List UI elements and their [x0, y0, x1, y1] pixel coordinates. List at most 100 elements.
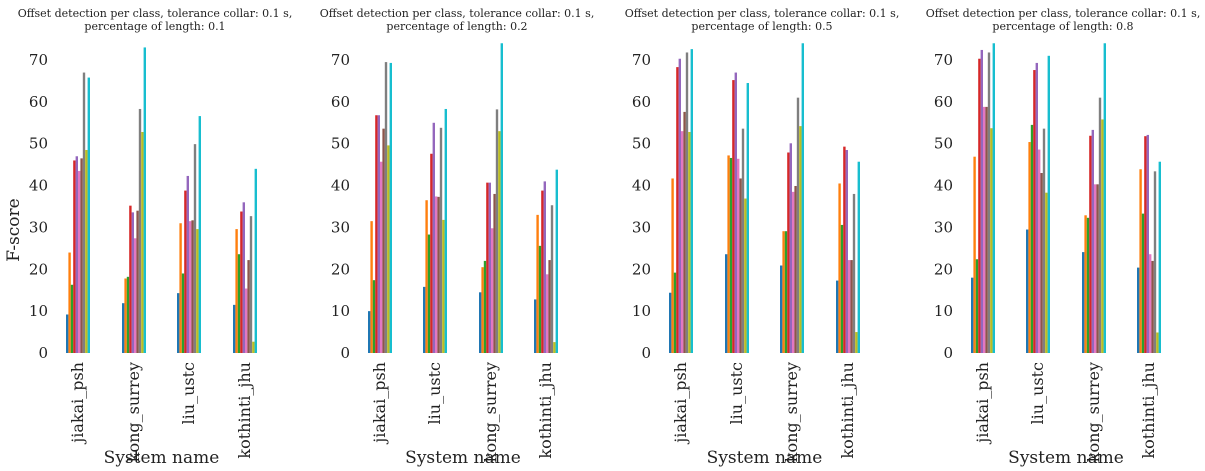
- bar: [782, 231, 785, 353]
- bar: [491, 228, 494, 353]
- bar: [73, 160, 76, 353]
- y-tick-label: 20: [632, 260, 651, 278]
- bar: [1033, 70, 1036, 354]
- bar: [1084, 215, 1087, 353]
- y-tick-label: 40: [29, 177, 48, 195]
- y-tick-label: 20: [331, 260, 350, 278]
- y-tick-label: 30: [331, 218, 350, 236]
- bar: [857, 161, 860, 353]
- bar: [432, 122, 435, 353]
- bar: [983, 106, 986, 353]
- y-tick-label: 0: [38, 344, 48, 362]
- x-axis-label: System name: [1008, 448, 1124, 468]
- bar: [423, 286, 426, 353]
- bar: [75, 156, 78, 353]
- bar: [375, 115, 378, 353]
- bar: [425, 200, 428, 353]
- bar: [233, 304, 236, 353]
- bar: [1153, 171, 1157, 353]
- bar: [1096, 184, 1099, 353]
- bar: [138, 108, 142, 353]
- chart-title-line: percentage of length: 0.5: [691, 20, 832, 33]
- category-label: liu_ustc: [425, 362, 444, 424]
- chart-title-line: Offset detection per class, tolerance co…: [320, 7, 595, 20]
- bar: [134, 238, 137, 353]
- bar: [427, 234, 431, 353]
- bar: [543, 181, 546, 353]
- y-tick-label: 50: [632, 135, 651, 153]
- bar: [978, 58, 981, 354]
- y-tick-label: 10: [331, 302, 350, 320]
- bar: [498, 131, 501, 353]
- bar: [1026, 229, 1029, 353]
- bar: [848, 260, 851, 353]
- y-tick-label: 60: [632, 93, 651, 111]
- bar: [124, 278, 127, 353]
- bar: [843, 146, 846, 353]
- chart-title-line: Offset detection per class, tolerance co…: [926, 7, 1201, 20]
- bar: [193, 144, 197, 353]
- bar: [741, 128, 745, 353]
- chart-panel-1: Offset detection per class, tolerance co…: [4, 7, 292, 468]
- chart-title-line: percentage of length: 0.1: [84, 20, 225, 33]
- bar: [143, 47, 146, 353]
- bar: [444, 108, 447, 353]
- category-label: liu_ustc: [179, 362, 198, 424]
- chart-title-line: percentage of length: 0.2: [386, 20, 527, 33]
- y-tick-label: 10: [934, 302, 953, 320]
- y-tick-label: 10: [632, 302, 651, 320]
- bar: [249, 216, 253, 353]
- bar: [681, 131, 684, 353]
- bar: [493, 193, 496, 353]
- bar: [685, 52, 689, 353]
- bar: [1137, 267, 1140, 353]
- category-label: jiakai_psh: [671, 362, 690, 445]
- bar: [1156, 332, 1159, 353]
- x-axis-label: System name: [405, 448, 521, 468]
- bar: [372, 280, 376, 353]
- bar: [479, 292, 482, 353]
- bar: [254, 168, 257, 353]
- y-tick-label: 40: [934, 177, 953, 195]
- bar: [737, 158, 740, 353]
- y-tick-label: 60: [934, 93, 953, 111]
- bar: [784, 231, 788, 353]
- bar: [789, 143, 792, 353]
- bar: [1098, 97, 1102, 353]
- bar: [729, 157, 733, 353]
- bar: [801, 43, 804, 353]
- bar: [838, 183, 841, 353]
- bar: [235, 229, 238, 353]
- bar: [1149, 254, 1152, 353]
- bar: [669, 292, 672, 353]
- bar: [181, 273, 185, 353]
- bar: [179, 223, 182, 353]
- y-tick-label: 30: [632, 218, 651, 236]
- bar: [483, 260, 487, 353]
- chart-title-line: Offset detection per class, tolerance co…: [625, 7, 900, 20]
- y-tick-label: 50: [29, 135, 48, 153]
- bar: [980, 49, 983, 353]
- bar: [486, 182, 489, 353]
- bar: [688, 131, 691, 353]
- bar: [177, 293, 180, 353]
- bar: [196, 229, 199, 353]
- bar: [382, 128, 385, 353]
- bar: [481, 267, 484, 353]
- category-label: liu_ustc: [727, 362, 746, 424]
- bar: [184, 190, 187, 353]
- bar: [437, 196, 440, 353]
- y-tick-label: 30: [29, 218, 48, 236]
- bar: [252, 341, 255, 353]
- bar: [1038, 149, 1041, 353]
- category-label: liu_ustc: [1028, 362, 1047, 424]
- chart-panel-2: Offset detection per class, tolerance co…: [320, 7, 595, 468]
- bar: [240, 211, 243, 353]
- bar: [840, 224, 844, 353]
- bar: [237, 254, 241, 353]
- bar: [678, 58, 681, 354]
- y-axis-label: F-score: [4, 198, 24, 261]
- bar: [136, 210, 139, 353]
- x-axis-label: System name: [707, 448, 823, 468]
